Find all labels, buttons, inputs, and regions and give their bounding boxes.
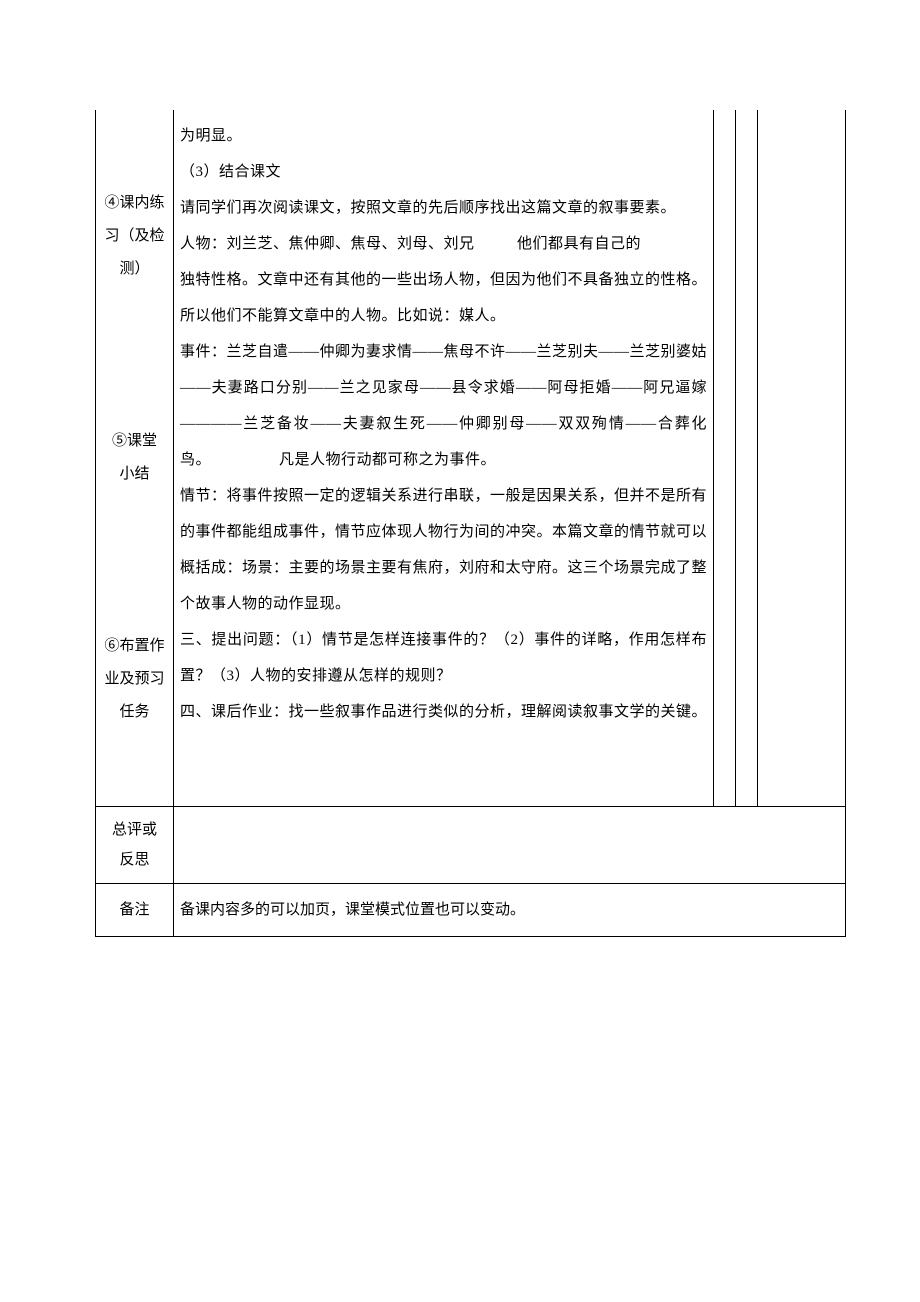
label-text: 备注: [119, 902, 149, 918]
label-summary: ⑤课堂 小结: [102, 405, 167, 511]
lesson-plan-table: ④课内练 习（及检 测） ⑤课堂 小结 ⑥布置作 业及预习 任务 为明显。 （3…: [95, 110, 846, 937]
content-body: 为明显。 （3）结合课文 请同学们再次阅读课文，按照文章的先后顺序找出这篇文章的…: [180, 118, 707, 730]
main-content-row: ④课内练 习（及检 测） ⑤课堂 小结 ⑥布置作 业及预习 任务 为明显。 （3…: [96, 110, 846, 807]
empty-cell-1: [714, 110, 736, 807]
empty-cell-2: [736, 110, 758, 807]
label-text: 测）: [102, 253, 167, 286]
label-text: 任务: [102, 696, 167, 729]
notes-row: 备注 备课内容多的可以加页，课堂模式位置也可以变动。: [96, 884, 846, 937]
label-text: ⑤课堂: [102, 425, 167, 458]
label-homework: ⑥布置作 业及预习 任务: [102, 610, 167, 749]
review-content-cell: [174, 807, 846, 884]
paragraph: 情节：将事件按照一定的逻辑关系进行串联，一般是因果关系，但并不是所有的事件都能组…: [180, 478, 707, 622]
side-labels-container: ④课内练 习（及检 测） ⑤课堂 小结 ⑥布置作 业及预习 任务: [102, 118, 167, 798]
review-row: 总评或 反思: [96, 807, 846, 884]
label-text: 习（及检: [102, 220, 167, 253]
notes-content-cell: 备课内容多的可以加页，课堂模式位置也可以变动。: [174, 884, 846, 937]
text-span: 事件：兰芝自遣——仲卿为妻求情——焦母不许——兰芝别夫——兰芝别婆姑——夫妻路口…: [180, 344, 707, 468]
label-text: 业及预习: [102, 663, 167, 696]
paragraph: 四、课后作业：找一些叙事作品进行类似的分析，理解阅读叙事文学的关键。: [180, 694, 707, 730]
side-labels-cell: ④课内练 习（及检 测） ⑤课堂 小结 ⑥布置作 业及预习 任务: [96, 110, 174, 807]
label-text: ⑥布置作: [102, 630, 167, 663]
label-practice: ④课内练 习（及检 测）: [102, 167, 167, 306]
text-span: 人物：刘兰芝、焦仲卿、焦母、刘母、刘兄: [180, 236, 475, 252]
notes-text: 备课内容多的可以加页，课堂模式位置也可以变动。: [180, 902, 525, 918]
paragraph: 独特性格。文章中还有其他的一些出场人物，但因为他们不具备独立的性格。所以他们不能…: [180, 262, 707, 334]
label-text: 小结: [102, 458, 167, 491]
label-text: 反思: [102, 845, 167, 875]
empty-cell-3: [758, 110, 846, 807]
paragraph: 三、提出问题：（1）情节是怎样连接事件的？（2）事件的详略，作用怎样布置？（3）…: [180, 622, 707, 694]
main-content-cell: 为明显。 （3）结合课文 请同学们再次阅读课文，按照文章的先后顺序找出这篇文章的…: [174, 110, 714, 807]
paragraph: （3）结合课文: [180, 154, 707, 190]
paragraph: 为明显。: [180, 118, 707, 154]
paragraph: 人物：刘兰芝、焦仲卿、焦母、刘母、刘兄 他们都具有自己的: [180, 226, 707, 262]
review-label-cell: 总评或 反思: [96, 807, 174, 884]
paragraph: 请同学们再次阅读课文，按照文章的先后顺序找出这篇文章的叙事要素。: [180, 190, 707, 226]
label-text: ④课内练: [102, 187, 167, 220]
text-span: 凡是人物行动都可称之为事件。: [279, 452, 496, 468]
paragraph: 事件：兰芝自遣——仲卿为妻求情——焦母不许——兰芝别夫——兰芝别婆姑——夫妻路口…: [180, 334, 707, 478]
notes-label-cell: 备注: [96, 884, 174, 937]
label-text: 总评或: [102, 815, 167, 845]
text-span: 他们都具有自己的: [517, 236, 641, 252]
